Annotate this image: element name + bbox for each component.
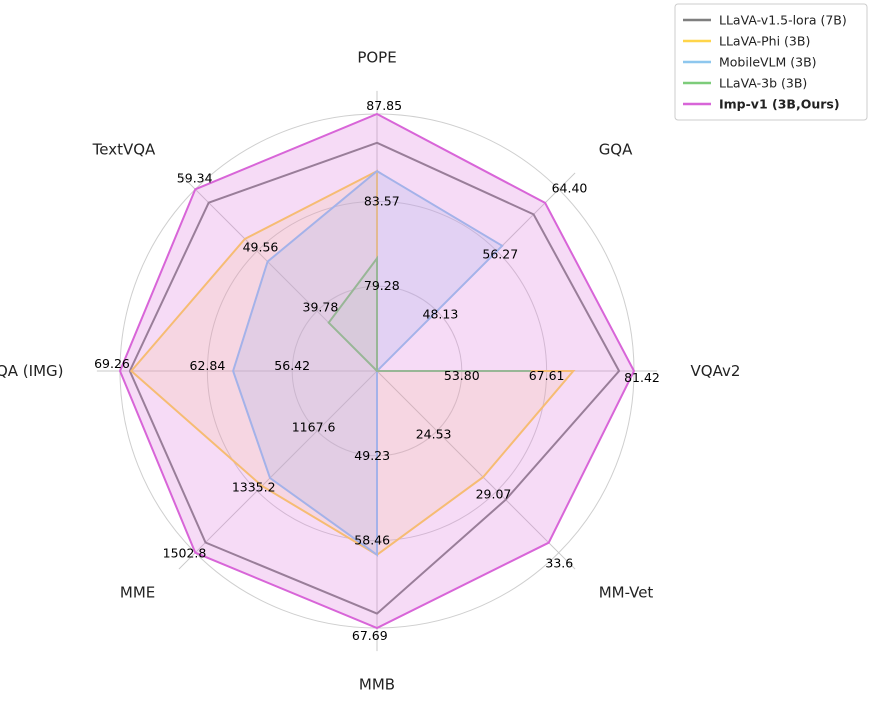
ring-label-vqav2-1: 53.80 bbox=[444, 368, 480, 383]
ring-label-vqav2-3: 81.42 bbox=[624, 370, 660, 385]
ring-label-pope-1: 79.28 bbox=[364, 278, 400, 293]
ring-label-pope-2: 83.57 bbox=[364, 193, 400, 208]
ring-label-mme-1: 1167.6 bbox=[292, 420, 336, 435]
legend-box bbox=[674, 3, 868, 121]
ring-label-gqa-3: 64.40 bbox=[552, 181, 588, 196]
ring-label-textvqa-3: 59.34 bbox=[177, 171, 213, 186]
ring-label-mme-3: 1502.8 bbox=[163, 545, 207, 560]
ring-label-mme-2: 1335.2 bbox=[232, 480, 276, 495]
radar-labels: POPE GQA VQAv2 MM-Vet MMB MME SQA (IMG) TextVQA… bbox=[0, 49, 740, 694]
ring-label-sqa-img-3: 69.26 bbox=[94, 356, 130, 371]
ring-label-gqa-1: 48.13 bbox=[423, 306, 459, 321]
radar-series bbox=[118, 112, 636, 630]
axis-label-gqa: GQA bbox=[599, 140, 633, 158]
axis-label-mm-vet: MM-Vet bbox=[599, 584, 654, 602]
spoke-mm-vet bbox=[376, 370, 576, 570]
ring-label-mmb-2: 58.46 bbox=[354, 533, 390, 548]
series-imp-v1-3b-ours bbox=[118, 112, 636, 630]
legend-label-mobilevlm-3b: MobileVLM (3B) bbox=[719, 55, 817, 70]
ring-label-mmb-1: 49.23 bbox=[354, 448, 390, 463]
ring-label-textvqa-1: 39.78 bbox=[303, 300, 339, 315]
axis-label-sqa-img: SQA (IMG) bbox=[0, 362, 64, 380]
axis-label-mmb: MMB bbox=[359, 676, 395, 694]
ring-label-textvqa-2: 49.56 bbox=[243, 240, 279, 255]
ring-label-mm-vet-3: 33.6 bbox=[545, 556, 573, 571]
ring-label-sqa-img-2: 62.84 bbox=[190, 358, 226, 373]
ring-label-pope-3: 87.85 bbox=[366, 98, 402, 113]
legend: LLaVA-v1.5-lora (7B) LLaVA-Phi (3B) Mobile… bbox=[674, 3, 868, 121]
spoke-mme bbox=[178, 370, 378, 570]
axis-label-vqav2: VQAv2 bbox=[691, 362, 741, 380]
ring-label-vqav2-2: 67.61 bbox=[529, 368, 565, 383]
series-llava-3b-3b bbox=[327, 255, 531, 372]
axis-label-mme: MME bbox=[120, 584, 155, 602]
series-llava-v1-5-lora-7b bbox=[128, 141, 621, 615]
axis-label-textvqa: TextVQA bbox=[92, 140, 156, 158]
legend-label-llava-v1-5-lora-7b: LLaVA-v1.5-lora (7B) bbox=[719, 13, 847, 28]
legend-label-llava-phi-3b: LLaVA-Phi (3B) bbox=[719, 34, 810, 49]
ring-label-sqa-img-1: 56.42 bbox=[274, 358, 310, 373]
ring-label-mm-vet-1: 24.53 bbox=[416, 426, 452, 441]
ring-label-mmb-3: 67.69 bbox=[352, 628, 388, 643]
ring-label-gqa-2: 56.27 bbox=[482, 247, 518, 262]
legend-label-imp-v1-3b-ours: Imp-v1 (3B,Ours) bbox=[719, 97, 840, 112]
axis-label-pope: POPE bbox=[357, 49, 396, 67]
ring-label-mm-vet-2: 29.07 bbox=[476, 486, 512, 501]
legend-label-llava-3b-3b: LLaVA-3b (3B) bbox=[719, 76, 807, 91]
